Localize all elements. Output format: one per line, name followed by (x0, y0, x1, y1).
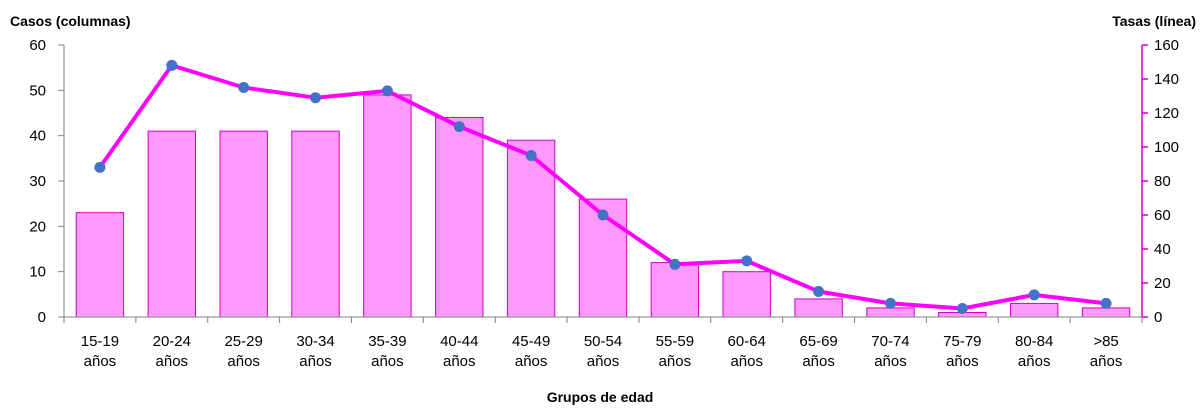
x-axis-title: Grupos de edad (547, 389, 654, 405)
axes-group (58, 44, 1148, 323)
x-category-label: 15-19 años (81, 333, 119, 370)
right-axis-title: Tasas (línea) (1112, 13, 1196, 29)
bar (291, 130, 340, 318)
bar (650, 262, 700, 318)
x-category-label: 75-79 años (943, 333, 981, 370)
bar (866, 307, 915, 318)
rate-point (381, 85, 393, 97)
left-tick-label: 30 (29, 173, 46, 190)
bar (794, 298, 843, 318)
line-group (94, 59, 1112, 314)
rate-point (669, 258, 681, 270)
right-tick-label: 80 (1154, 173, 1171, 190)
bar (435, 117, 484, 318)
x-category-label: 65-69 años (799, 333, 837, 370)
right-tick-label: 140 (1154, 71, 1179, 88)
rate-point (1100, 297, 1112, 309)
left-axis-title: Casos (columnas) (10, 13, 131, 29)
left-tick-label: 60 (29, 37, 46, 54)
left-tick-label: 40 (29, 128, 46, 145)
right-tick-label: 160 (1154, 37, 1179, 54)
rate-point (813, 286, 825, 297)
right-tick-label: 60 (1154, 207, 1171, 224)
rate-point (310, 92, 321, 104)
rate-point (166, 59, 178, 71)
right-tick-label: 100 (1154, 139, 1179, 156)
right-tick-label: 20 (1154, 275, 1171, 292)
left-tick-label: 20 (29, 218, 46, 235)
rate-point (741, 255, 753, 267)
rate-point (597, 209, 609, 221)
x-category-label: 80-84 años (1015, 333, 1053, 370)
right-tick-label: 120 (1154, 105, 1179, 122)
bar (147, 130, 197, 318)
bar (363, 94, 412, 318)
left-tick-label: 50 (29, 82, 46, 99)
bar (1081, 307, 1131, 318)
x-category-label: 55-59 años (656, 333, 694, 370)
bar (1010, 302, 1059, 318)
bars-group (75, 94, 1131, 318)
right-tick-label: 0 (1154, 309, 1162, 326)
labels-group: 0 10 20 30 40 50 60 0 20 40 60 80 100 120 140 160 15-19 a… (29, 37, 1179, 370)
x-category-label: 70-74 años (871, 333, 909, 370)
x-category-label: 35-39 años (368, 333, 406, 370)
right-tick-label: 40 (1154, 241, 1171, 258)
bar (75, 212, 125, 318)
rate-point (885, 297, 896, 309)
rate-point (238, 82, 250, 93)
left-tick-label: 10 (29, 264, 46, 281)
x-category-label: 30-34 años (296, 333, 334, 370)
x-category-label: 25-29 años (224, 333, 262, 370)
x-category-label: 60-64 años (728, 333, 766, 370)
left-tick-label: 0 (38, 309, 46, 326)
x-category-label: 45-49 años (512, 333, 550, 370)
rate-point (94, 161, 106, 173)
rate-point (525, 150, 537, 161)
rate-point (956, 303, 968, 314)
x-category-label: 20-24 años (153, 333, 191, 370)
bar (219, 130, 268, 318)
x-category-label: 40-44 años (440, 333, 478, 370)
bar (722, 271, 771, 318)
rate-point (453, 121, 465, 133)
x-category-label: 50-54 años (584, 333, 622, 370)
rate-point (1028, 289, 1040, 301)
x-category-label: >85 años (1090, 333, 1123, 370)
